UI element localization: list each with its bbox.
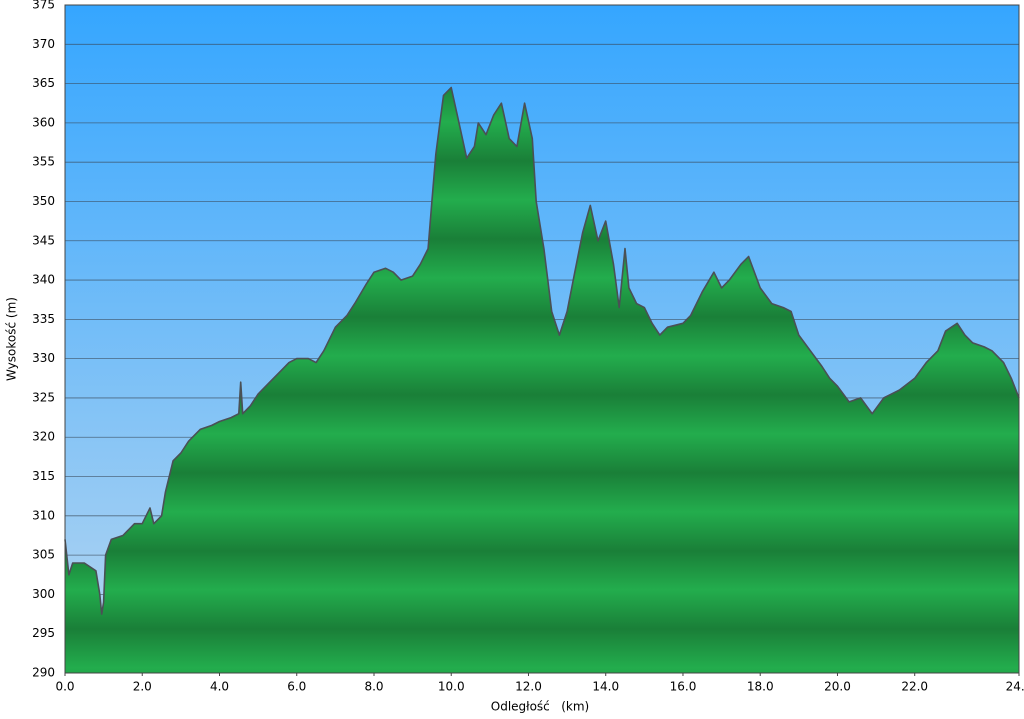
y-tick-label: 350 — [32, 194, 55, 208]
y-tick-label: 320 — [32, 430, 55, 444]
y-tick-label: 345 — [32, 233, 55, 247]
y-tick-label: 305 — [32, 548, 55, 562]
x-tick-label: 2.0 — [133, 680, 152, 694]
y-tick-label: 375 — [32, 0, 55, 12]
x-axis-title: Odległość (km) — [491, 700, 589, 714]
x-tick-label: 14.0 — [592, 680, 619, 694]
y-tick-label: 355 — [32, 155, 55, 169]
y-tick-label: 300 — [32, 587, 55, 601]
y-tick-label: 340 — [32, 273, 55, 287]
x-tick-label: 12.0 — [515, 680, 542, 694]
x-tick-label: 8.0 — [364, 680, 383, 694]
elevation-area — [65, 87, 1019, 673]
y-tick-label: 290 — [32, 666, 55, 680]
y-tick-label: 360 — [32, 115, 55, 129]
x-tick-label: 6.0 — [287, 680, 306, 694]
y-tick-label: 330 — [32, 351, 55, 365]
y-tick-label: 310 — [32, 508, 55, 522]
y-tick-label: 370 — [32, 37, 55, 51]
x-tick-label: 10.0 — [438, 680, 465, 694]
y-tick-label: 365 — [32, 76, 55, 90]
x-tick-label: 0.0 — [55, 680, 74, 694]
x-tick-label: 4.0 — [210, 680, 229, 694]
x-tick-label: 20.0 — [824, 680, 851, 694]
plot-border — [64, 4, 1020, 674]
x-tick-label: 22.0 — [901, 680, 928, 694]
y-tick-label: 335 — [32, 312, 55, 326]
y-tick-label: 325 — [32, 390, 55, 404]
elevation-line — [64, 86, 1020, 615]
x-tick-label: 16.0 — [670, 680, 697, 694]
x-tick-label: 24.7 — [1006, 680, 1024, 694]
y-tick-label: 315 — [32, 469, 55, 483]
x-tick-label: 18.0 — [747, 680, 774, 694]
y-axis-title: Wysokość (m) — [5, 297, 19, 381]
y-tick-label: 295 — [32, 626, 55, 640]
